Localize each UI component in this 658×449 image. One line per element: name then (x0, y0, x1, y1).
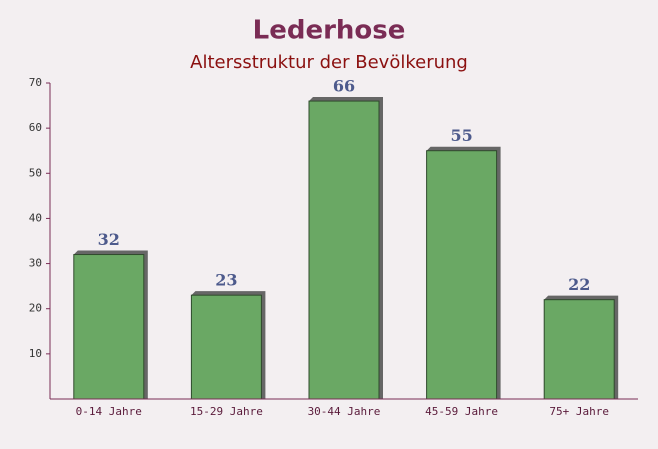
bar (543, 299, 615, 400)
y-tick-label: 30 (29, 257, 42, 270)
y-tick-label: 50 (29, 166, 42, 179)
x-tick-label: 45-59 Jahre (425, 405, 498, 418)
bar (190, 294, 262, 400)
value-label: 55 (450, 126, 472, 145)
x-tick-label: 15-29 Jahre (190, 405, 263, 418)
chart-subtitle: Altersstruktur der Bevölkerung (190, 52, 468, 73)
y-tick-label: 60 (29, 121, 42, 134)
y-tick-label: 10 (29, 347, 42, 360)
chart-title: Lederhose (253, 16, 406, 46)
x-tick-label: 0-14 Jahre (76, 405, 142, 418)
value-label: 32 (98, 230, 120, 249)
y-tick-label: 40 (29, 211, 42, 224)
y-tick-label: 20 (29, 302, 42, 315)
x-tick-label: 30-44 Jahre (308, 405, 381, 418)
x-tick-label: 75+ Jahre (549, 405, 609, 418)
value-label: 23 (215, 271, 237, 290)
value-label: 66 (333, 77, 355, 96)
bar (426, 150, 498, 400)
bar (73, 254, 145, 400)
value-label: 22 (568, 275, 590, 294)
bar (308, 100, 380, 400)
y-tick-label: 70 (29, 76, 42, 89)
